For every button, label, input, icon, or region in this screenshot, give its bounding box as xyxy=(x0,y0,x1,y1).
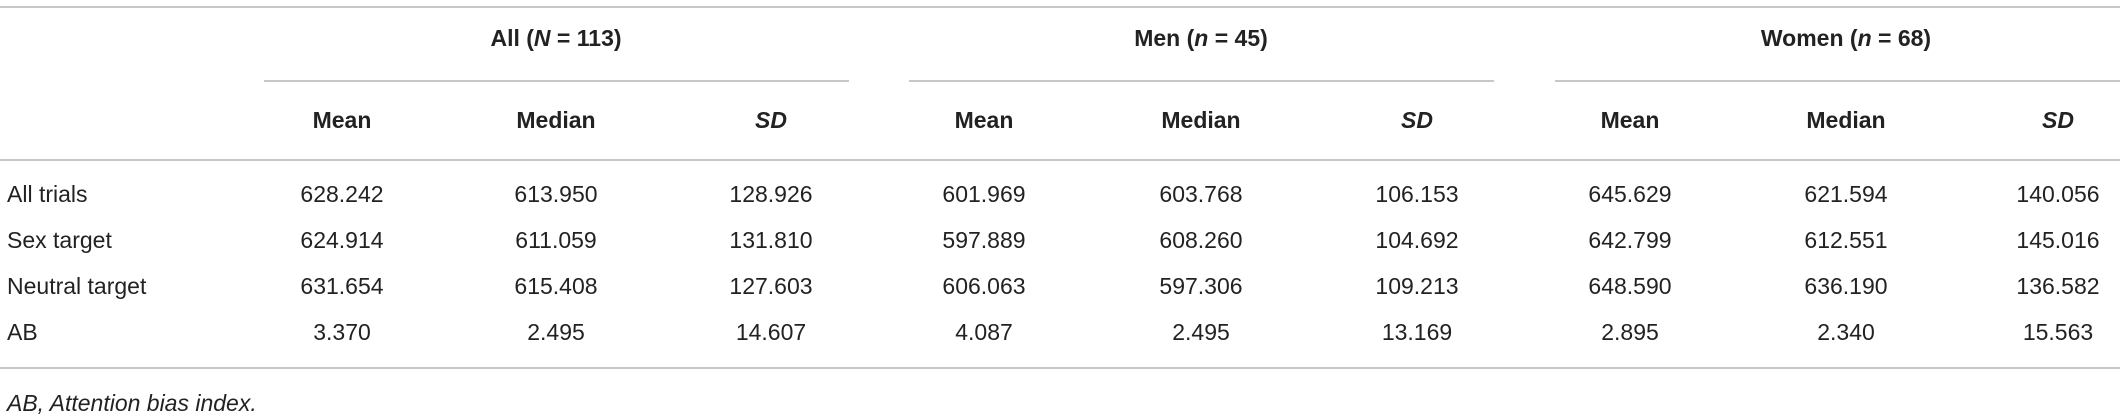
cell: 104.692 xyxy=(1375,227,1458,253)
column-header: Median xyxy=(1806,107,1885,133)
group-header-part: = 45) xyxy=(1208,25,1267,51)
cell: 2.340 xyxy=(1817,319,1875,345)
cell: 109.213 xyxy=(1375,273,1458,299)
cell: 606.063 xyxy=(942,273,1025,299)
footnote: AB, Attention bias index. xyxy=(5,390,257,416)
cell: 642.799 xyxy=(1588,227,1671,253)
group-header: Women (n = 68) xyxy=(1761,25,1931,51)
row-label: AB xyxy=(7,319,38,345)
cell: 2.895 xyxy=(1601,319,1659,345)
group-header-part: Women ( xyxy=(1761,25,1858,51)
cell: 648.590 xyxy=(1588,273,1671,299)
group-header: All (N = 113) xyxy=(490,25,621,51)
row-label: All trials xyxy=(7,181,88,207)
cell: 612.551 xyxy=(1804,227,1887,253)
cell: 14.607 xyxy=(736,319,806,345)
column-header: Median xyxy=(1161,107,1240,133)
cell: 597.889 xyxy=(942,227,1025,253)
column-header: Mean xyxy=(955,107,1014,133)
cell: 106.153 xyxy=(1375,181,1458,207)
group-header-part: All ( xyxy=(490,25,534,51)
column-header: Mean xyxy=(313,107,372,133)
column-header: SD xyxy=(755,107,787,133)
row-label: Neutral target xyxy=(7,273,147,299)
group-header-part: N xyxy=(534,25,551,51)
group-header: Men (n = 45) xyxy=(1134,25,1268,51)
group-header-part: = 68) xyxy=(1872,25,1931,51)
cell: 128.926 xyxy=(729,181,812,207)
cell: 4.087 xyxy=(955,319,1013,345)
group-header-part: = 113) xyxy=(551,25,622,51)
group-header-part: n xyxy=(1194,25,1208,51)
column-header: SD xyxy=(1401,107,1433,133)
cell: 636.190 xyxy=(1804,273,1887,299)
cell: 603.768 xyxy=(1159,181,1242,207)
cell: 615.408 xyxy=(514,273,597,299)
cell: 3.370 xyxy=(313,319,371,345)
cell: 613.950 xyxy=(514,181,597,207)
cell: 624.914 xyxy=(300,227,383,253)
cell: 2.495 xyxy=(1172,319,1230,345)
column-header: Median xyxy=(516,107,595,133)
cell: 611.059 xyxy=(515,227,596,253)
cell: 597.306 xyxy=(1159,273,1242,299)
cell: 621.594 xyxy=(1804,181,1887,207)
cell: 645.629 xyxy=(1588,181,1671,207)
cell: 140.056 xyxy=(2016,181,2099,207)
group-header-part: n xyxy=(1858,25,1872,51)
cell: 136.582 xyxy=(2016,273,2099,299)
cell: 628.242 xyxy=(300,181,383,207)
cell: 131.810 xyxy=(729,227,812,253)
cell: 608.260 xyxy=(1159,227,1242,253)
cell: 13.169 xyxy=(1382,319,1452,345)
cell: 2.495 xyxy=(527,319,585,345)
cell: 145.016 xyxy=(2016,227,2099,253)
cell: 127.603 xyxy=(729,273,812,299)
cell: 601.969 xyxy=(942,181,1025,207)
column-header: Mean xyxy=(1601,107,1660,133)
column-header: SD xyxy=(2042,107,2074,133)
group-header-part: Men ( xyxy=(1134,25,1194,51)
cell: 631.654 xyxy=(300,273,383,299)
cell: 15.563 xyxy=(2023,319,2093,345)
row-label: Sex target xyxy=(7,227,112,253)
